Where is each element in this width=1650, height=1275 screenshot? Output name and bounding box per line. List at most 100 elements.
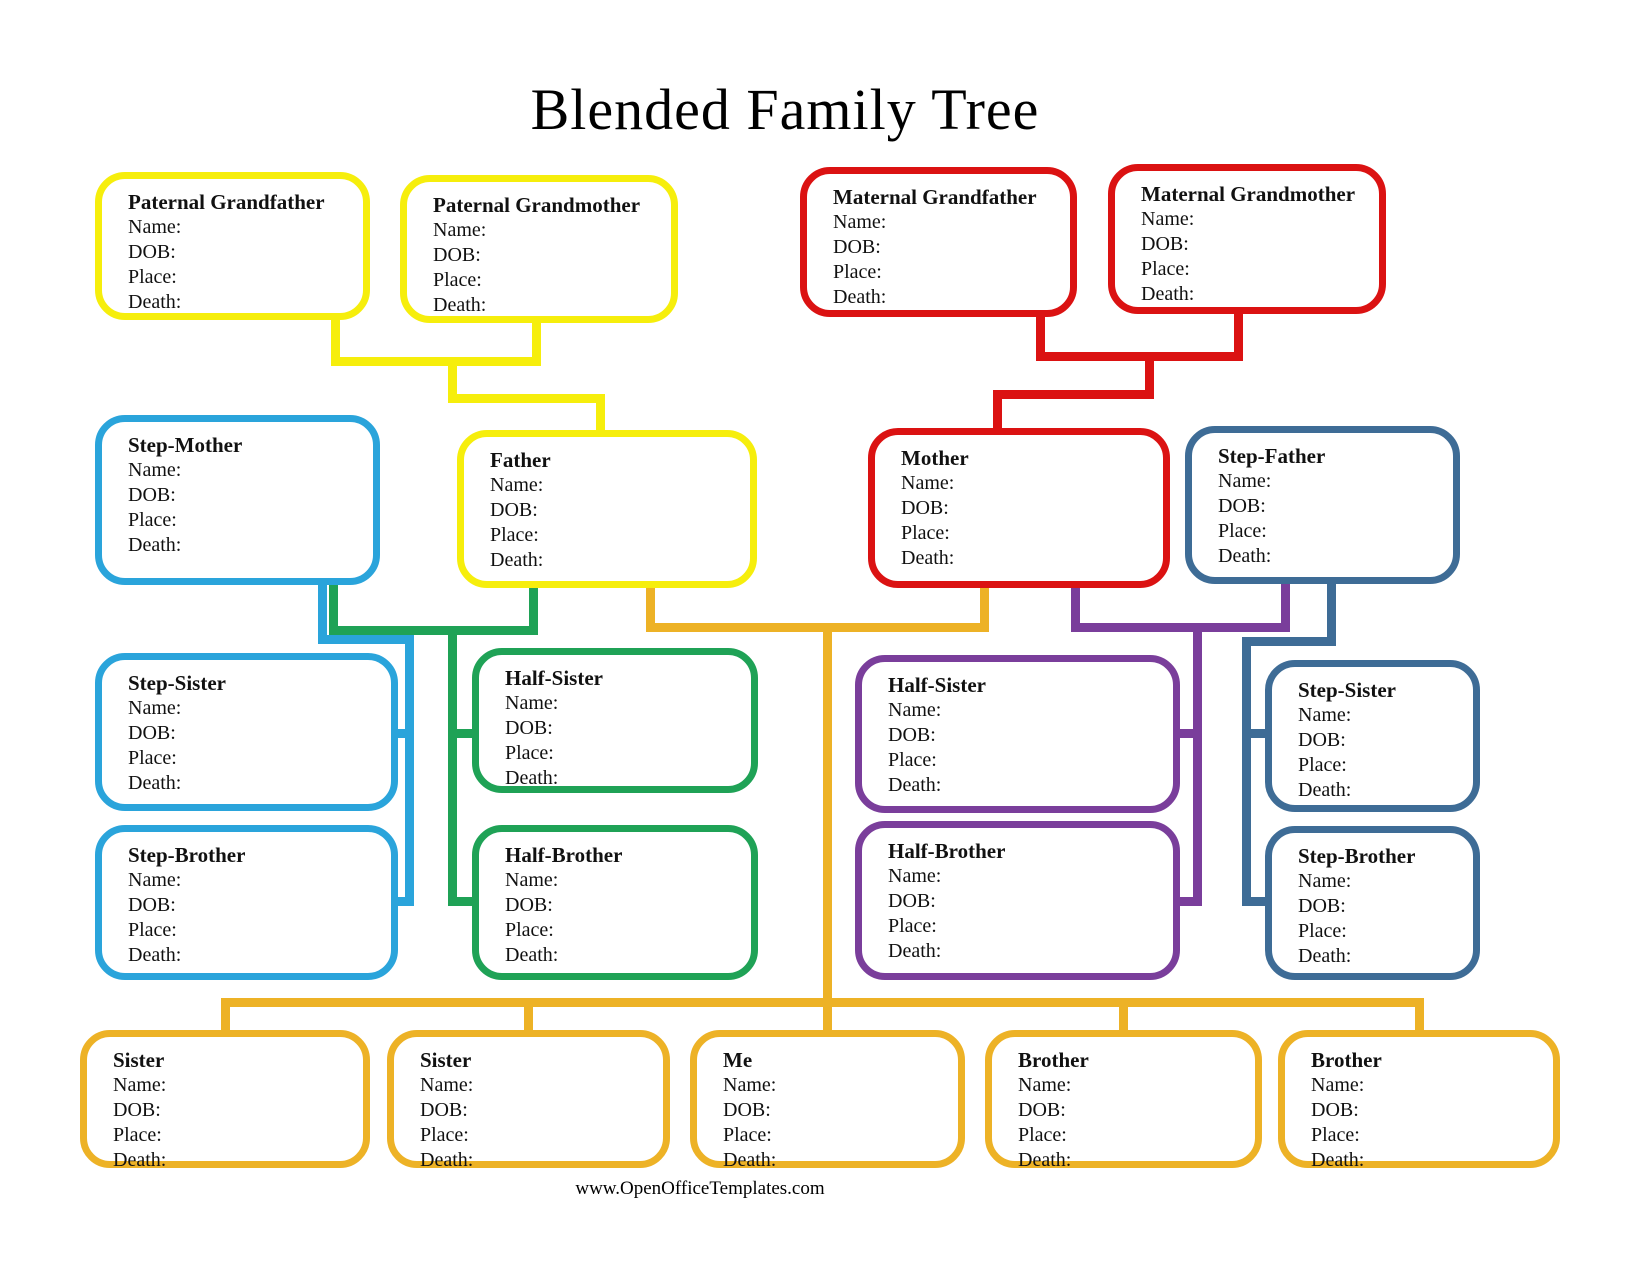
person-field-label: DOB: xyxy=(1298,895,1346,917)
person-field-label: DOB: xyxy=(113,1099,161,1121)
step-siblings-right-rail-line xyxy=(1242,637,1251,906)
person-box-fields: Name: DOB: Place: Death: xyxy=(128,696,383,796)
person-field-label: Death: xyxy=(1311,1149,1365,1171)
person-box-sister-1: Sister Name: DOB: Place: Death: xyxy=(80,1030,370,1171)
person-box-fields: Name: DOB: Place: Death: xyxy=(901,471,1155,571)
person-field-label: Death: xyxy=(888,940,942,962)
person-box-paternal-grandmother: Paternal Grandmother Name: DOB: Place: Deat… xyxy=(400,175,678,323)
father-mother-union-bar-line xyxy=(646,623,989,632)
person-field-label: DOB: xyxy=(1141,233,1189,255)
page-title: Blended Family Tree xyxy=(530,77,1040,142)
half-siblings-left-rail-line xyxy=(448,626,457,906)
sister1-drop-line xyxy=(221,998,230,1036)
person-box-fields: Name: DOB: Place: Death: xyxy=(888,864,1165,964)
person-box-fields: Name: DOB: Place: Death: xyxy=(128,215,355,315)
person-box-fields: Name: DOB: Place: Death: xyxy=(490,473,742,573)
person-box-paternal-grandfather: Paternal Grandfather Name: DOB: Place: Deat… xyxy=(95,172,370,320)
person-field-label: Death: xyxy=(833,286,887,308)
person-field-label: Place: xyxy=(505,742,554,764)
person-box-title: Paternal Grandmother xyxy=(433,193,641,217)
person-field-label: DOB: xyxy=(490,499,538,521)
person-field-label: Place: xyxy=(1311,1124,1360,1146)
person-field-label: DOB: xyxy=(433,244,481,266)
person-field-label: Place: xyxy=(128,509,177,531)
person-field-label: Name: xyxy=(505,869,559,891)
person-box-title: Brother xyxy=(1018,1048,1089,1072)
person-box-title: Brother xyxy=(1311,1048,1382,1072)
person-field-label: Death: xyxy=(505,767,559,789)
stepmother-drop-line xyxy=(318,581,327,644)
person-field-label: Place: xyxy=(128,747,177,769)
person-field-label: Death: xyxy=(1018,1149,1072,1171)
person-box-fields: Name: DOB: Place: Death: xyxy=(1218,469,1445,569)
person-field-label: DOB: xyxy=(128,484,176,506)
paternal-child-drop-line xyxy=(448,357,457,403)
person-field-label: Death: xyxy=(128,944,182,966)
person-box-title: Me xyxy=(723,1048,753,1072)
person-field-label: Death: xyxy=(420,1149,474,1171)
person-box-fields: Name: DOB: Place: Death: xyxy=(505,868,743,968)
person-field-label: DOB: xyxy=(1311,1099,1359,1121)
person-field-label: Death: xyxy=(128,291,182,313)
person-field-label: Place: xyxy=(1018,1124,1067,1146)
father-stepmother-union-left-line xyxy=(329,585,338,635)
person-field-label: Place: xyxy=(490,524,539,546)
person-field-label: Place: xyxy=(433,269,482,291)
father-inlet-line xyxy=(596,394,605,438)
person-box-title: Maternal Grandfather xyxy=(833,185,1037,209)
person-field-label: DOB: xyxy=(888,724,936,746)
person-field-label: Name: xyxy=(833,211,887,233)
sister2-drop-line xyxy=(524,998,533,1036)
person-box-sister-2: Sister Name: DOB: Place: Death: xyxy=(387,1030,670,1171)
person-box-me: Me Name: DOB: Place: Death: xyxy=(690,1030,965,1171)
person-field-label: Name: xyxy=(490,474,544,496)
person-box-title: Step-Sister xyxy=(128,671,226,695)
person-box-title: Step-Sister xyxy=(1298,678,1396,702)
person-field-label: Place: xyxy=(420,1124,469,1146)
person-field-label: Name: xyxy=(433,219,487,241)
person-field-label: Death: xyxy=(505,944,559,966)
person-box-title: Step-Mother xyxy=(128,433,243,457)
paternal-union-line xyxy=(331,357,541,366)
person-box-fields: Name: DOB: Place: Death: xyxy=(1298,703,1465,803)
maternal-grandfather-drop-line xyxy=(1036,313,1045,361)
maternal-union-line xyxy=(1036,352,1243,361)
father-stepmother-union-bar-line xyxy=(329,626,538,635)
person-field-label: DOB: xyxy=(723,1099,771,1121)
person-field-label: DOB: xyxy=(833,236,881,258)
children-bar-line xyxy=(221,998,1424,1007)
person-field-label: DOB: xyxy=(888,890,936,912)
paternal-grandfather-drop-line xyxy=(331,316,340,366)
person-box-title: Step-Brother xyxy=(128,843,246,867)
person-field-label: Place: xyxy=(128,919,177,941)
brother1-drop-line xyxy=(1119,998,1128,1036)
person-box-step-brother-right: Step-Brother Name: DOB: Place: Death: xyxy=(1265,826,1480,980)
person-box-title: Paternal Grandfather xyxy=(128,190,325,214)
person-field-label: Name: xyxy=(1018,1074,1072,1096)
person-field-label: DOB: xyxy=(128,894,176,916)
person-field-label: Place: xyxy=(1298,754,1347,776)
person-field-label: Name: xyxy=(420,1074,474,1096)
person-field-label: Name: xyxy=(1298,870,1352,892)
person-box-half-sister-left: Half-Sister Name: DOB: Place: Death: xyxy=(472,648,758,793)
person-field-label: Death: xyxy=(1298,945,1352,967)
person-field-label: Place: xyxy=(505,919,554,941)
person-box-half-sister-right: Half-Sister Name: DOB: Place: Death: xyxy=(855,655,1180,813)
person-field-label: Place: xyxy=(833,261,882,283)
maternal-child-drop-line xyxy=(1145,352,1154,399)
person-field-label: Name: xyxy=(113,1074,167,1096)
person-box-half-brother-left: Half-Brother Name: DOB: Place: Death: xyxy=(472,825,758,980)
stepfather-drop-line xyxy=(1327,580,1336,646)
person-field-label: DOB: xyxy=(1298,729,1346,751)
maternal-child-jog-line xyxy=(993,390,1154,399)
person-field-label: DOB: xyxy=(1018,1099,1066,1121)
person-box-mother: Mother Name: DOB: Place: Death: xyxy=(868,428,1170,588)
person-field-label: Name: xyxy=(1141,208,1195,230)
half-sister-right-stub-line xyxy=(1176,729,1193,738)
person-field-label: Place: xyxy=(1141,258,1190,280)
half-brother-left-stub-line xyxy=(455,897,475,906)
person-box-fields: Name: DOB: Place: Death: xyxy=(723,1073,950,1173)
maternal-grandmother-drop-line xyxy=(1234,310,1243,361)
person-box-fields: Name: DOB: Place: Death: xyxy=(1018,1073,1247,1173)
person-box-step-mother: Step-Mother Name: DOB: Place: Death: xyxy=(95,415,380,585)
